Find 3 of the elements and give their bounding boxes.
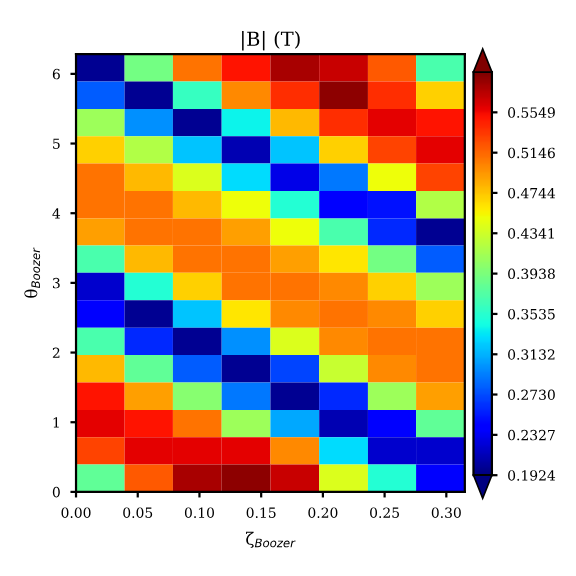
x-axis-title: ζ$_{Boozer}$	[246, 531, 296, 548]
y-axis-title: θ$_{Boozer}$	[24, 247, 41, 298]
chart-title: |B| (T)	[242, 30, 300, 51]
